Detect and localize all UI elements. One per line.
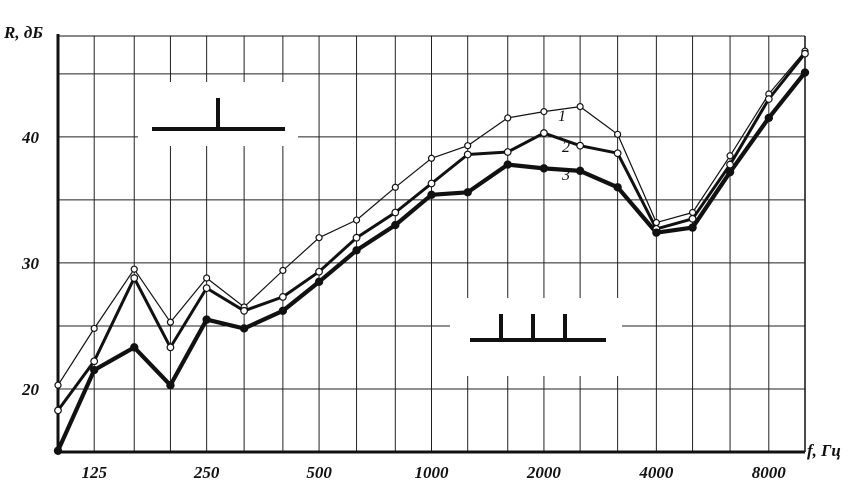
y-tick-label: 20 [21, 380, 40, 399]
series-1-point [90, 324, 98, 333]
series-3-point [652, 228, 661, 237]
series-2-point [613, 149, 622, 158]
series-1-point [391, 183, 399, 191]
series-3-point [764, 113, 774, 123]
series-1-point [464, 142, 472, 150]
construction-schematics [138, 82, 622, 376]
series-points [53, 47, 810, 455]
series-3-point [89, 365, 99, 375]
series-1-point [166, 318, 175, 326]
y-tick-label: 40 [21, 128, 40, 147]
series-3-point [688, 223, 697, 232]
series-3-point [613, 183, 622, 192]
series-3-point [725, 167, 735, 177]
series-2-point [688, 214, 697, 223]
series-3-point [202, 315, 211, 324]
series-3-point [503, 160, 512, 169]
x-tick-label: 8000 [752, 463, 787, 482]
series-3-point [314, 277, 324, 287]
series-1-point [652, 218, 660, 227]
series-1-point [614, 130, 622, 138]
series-1-point [576, 102, 584, 111]
series-2-point [202, 284, 211, 293]
y-tick-label: 30 [21, 254, 40, 273]
series-2-point [391, 208, 400, 217]
series-3-point [463, 188, 472, 197]
tick-labels: 125 250 500 1000 2000 4000 8000 20 30 40 [21, 128, 786, 482]
series-2-point [130, 274, 139, 282]
series-3-point [800, 68, 810, 77]
series-1-point [130, 265, 138, 273]
series-1-point [540, 108, 548, 116]
series-1-point [504, 114, 512, 122]
series-1-point [352, 216, 361, 224]
series-1-point [279, 266, 287, 275]
series-label-2: 2 [562, 139, 570, 156]
x-axis-title: f, Гц [807, 441, 841, 460]
series-1-point [203, 274, 211, 282]
series-2-point [90, 357, 99, 366]
series-2-point [166, 343, 175, 352]
series-1-point [726, 152, 734, 160]
series-2-point [278, 293, 287, 301]
schematic-triple-background [450, 298, 622, 376]
series-1-point [427, 154, 436, 162]
series-2-point [54, 406, 62, 415]
series-2-point [352, 233, 361, 242]
series-3-point [539, 164, 549, 173]
series-1-point [688, 208, 697, 217]
series-3-point [53, 446, 63, 455]
series-2-point [315, 267, 323, 276]
series-2-point [427, 179, 436, 188]
series-3-point [427, 190, 436, 200]
series-label-3: 3 [561, 167, 570, 184]
x-tick-label: 1000 [415, 463, 450, 482]
series-3-point [391, 220, 400, 230]
series-2-point [801, 49, 809, 58]
series-2-point [726, 160, 734, 169]
series-3-point [130, 343, 139, 352]
series-label-1: 1 [558, 108, 566, 125]
series-2-point [503, 148, 512, 156]
x-tick-label: 500 [306, 463, 332, 482]
series-3-point [575, 166, 585, 176]
series-2-point [463, 150, 472, 159]
series-3-point [352, 246, 361, 255]
series-2-point [240, 306, 249, 315]
series-3-point [239, 324, 249, 333]
x-tick-label: 4000 [638, 463, 674, 482]
series-3-point [166, 380, 175, 390]
series-1-point [54, 381, 62, 389]
series-2-point [540, 129, 548, 137]
x-tick-label: 250 [193, 463, 220, 482]
series-2-point [764, 95, 773, 103]
series-3-point [278, 306, 288, 316]
series-2-point [576, 141, 585, 150]
y-axis-title: R, дБ [3, 23, 43, 42]
series-1-point [315, 234, 323, 242]
x-tick-label: 2000 [526, 463, 562, 482]
x-tick-label: 125 [81, 463, 107, 482]
